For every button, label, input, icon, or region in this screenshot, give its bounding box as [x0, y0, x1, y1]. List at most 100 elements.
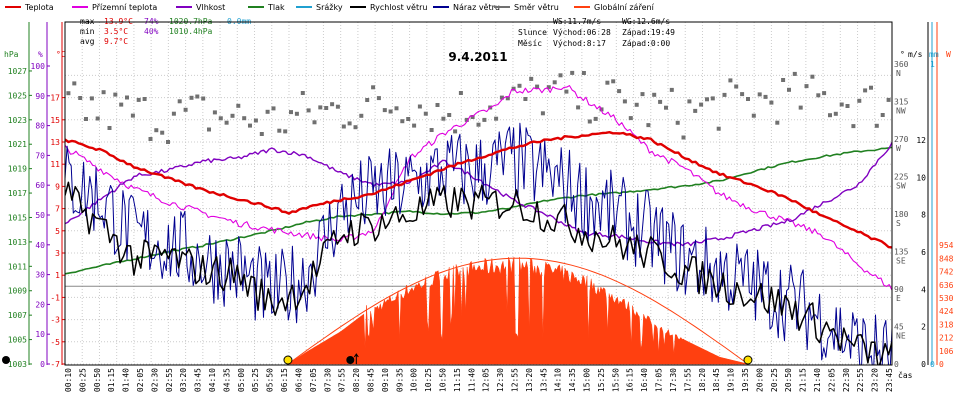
wind-direction-point	[874, 123, 879, 128]
wind-direction-point	[435, 103, 440, 107]
tick-ms-10: 10	[916, 173, 926, 182]
wind-direction-point	[751, 113, 756, 118]
wind-direction-point	[119, 102, 124, 107]
wind-direction-point	[148, 137, 153, 141]
wind-direction-point	[658, 99, 663, 104]
tick-degc--3: -3	[50, 316, 60, 325]
tick-degc-5: 5	[55, 227, 60, 236]
wind-direction-point	[160, 130, 165, 135]
x-tick-label: 23:45	[885, 368, 894, 392]
wind-direction-point	[253, 118, 258, 123]
wind-direction-point	[570, 70, 575, 75]
x-tick-label: 02:30	[150, 368, 159, 392]
wind-direction-point	[195, 94, 200, 99]
wind-direction-point	[95, 116, 100, 121]
x-tick-label: 15:50	[611, 368, 620, 392]
x-tick-label: 21:15	[799, 368, 808, 392]
wind-direction-point	[646, 123, 651, 128]
legend-label-1: Přízemní teplota	[92, 3, 157, 12]
tick-degc-15: 15	[50, 116, 60, 125]
x-tick-label: 17:30	[669, 368, 678, 392]
tick-pct-0: 0	[40, 360, 45, 369]
wind-direction-point	[523, 97, 528, 101]
wind-direction-point	[851, 124, 856, 129]
tick-ms-0: 0	[921, 360, 926, 369]
wind-direction-point	[453, 129, 458, 134]
x-axis-unit: čas	[898, 370, 913, 380]
tick-hpa-1023: 1023	[8, 116, 27, 125]
wind-direction-point	[705, 97, 709, 102]
tick-ms-6: 6	[921, 248, 926, 257]
x-tick-label: 05:00	[237, 368, 246, 392]
x-tick-label: 17:55	[683, 368, 692, 392]
wind-direction-point	[734, 84, 739, 89]
x-tick-label: 15:25	[597, 368, 606, 392]
wind-direction-point	[353, 125, 358, 130]
wind-direction-point	[271, 106, 276, 111]
wind-direction-point	[535, 84, 540, 89]
x-tick-label: 05:25	[251, 368, 260, 392]
tick-w-636: 636	[939, 281, 954, 290]
x-axis: 00:10 00:25 00:50 01:15 01:40 02:05 02:30 02:55…	[64, 368, 913, 392]
tick-mm-0: 0	[930, 360, 935, 369]
wind-direction-point	[417, 104, 422, 109]
legend: Teplota Přízemní teplota Vlhkost Tlak Srážky…	[5, 3, 655, 12]
stats-block: max13.9°C74%1020.7hPa0.0mmmin3.5°C40%101…	[80, 17, 251, 46]
x-tick-label: 10:00	[410, 368, 419, 392]
tick-hpa-1003: 1003	[8, 360, 27, 369]
tick-dir-135: 135	[894, 248, 909, 257]
x-tick-label: 03:20	[179, 368, 188, 392]
axis-pct-unit: %	[38, 50, 43, 59]
wind-direction-point	[482, 117, 487, 122]
x-tick-label: 02:55	[165, 368, 174, 392]
x-tick-label: 12:30	[496, 368, 505, 392]
legend-label-4: Srážky	[316, 3, 343, 12]
wind-direction-point	[283, 129, 288, 134]
x-tick-label: 00:25	[78, 368, 87, 392]
wind-direction-point	[669, 87, 674, 92]
wind-direction-point	[863, 88, 868, 93]
wind-direction-point	[423, 111, 428, 116]
wind-direction-point	[494, 116, 499, 121]
wind-direction-point	[236, 103, 241, 108]
legend-label-8: Globální záření	[594, 3, 655, 12]
wind-direction-point	[347, 121, 352, 126]
x-tick-label: 18:20	[698, 368, 707, 392]
wind-direction-point	[792, 71, 797, 76]
wind-direction-point	[412, 123, 417, 128]
wind-direction-point	[201, 96, 206, 101]
x-tick-label: 22:05	[827, 368, 836, 392]
x-tick-label: 17:05	[655, 368, 664, 392]
axis-w-unit: W	[946, 50, 951, 59]
x-tick-label: 20:25	[770, 368, 779, 392]
wind-direction-point	[394, 106, 399, 111]
left-axes: hPa% °C1027102510231021101910171015101310…	[4, 22, 66, 369]
wind-direction-point	[593, 116, 598, 121]
tick-w-424: 424	[939, 307, 954, 316]
tick-dir-180: 180	[894, 210, 909, 219]
wind-direction-point	[458, 91, 463, 95]
wind-direction-point	[183, 107, 188, 112]
wind-direction-point	[886, 97, 891, 102]
x-tick-label: 12:55	[511, 368, 520, 392]
wind-direction-point	[154, 128, 159, 133]
tick-ms-8: 8	[921, 211, 926, 220]
wind-direction-point	[177, 99, 182, 104]
wind-direction-point	[294, 111, 299, 116]
tick-degc-1: 1	[55, 271, 60, 280]
tick-pct-80: 80	[35, 122, 45, 131]
wind-direction-point	[664, 105, 668, 110]
tick-hpa-1019: 1019	[8, 165, 27, 174]
moonset-marker	[2, 356, 10, 364]
wind-direction-point	[113, 92, 118, 97]
legend-label-7: Směr větru	[514, 3, 559, 12]
series-wind-gust	[65, 122, 892, 365]
tick-hpa-1017: 1017	[8, 189, 27, 198]
wind-direction-point	[248, 123, 252, 128]
tick-pct-50: 50	[35, 211, 45, 220]
wind-direction-point	[757, 92, 762, 97]
x-tick-label: 04:10	[208, 368, 217, 392]
wind-direction-point	[710, 96, 715, 101]
axis-mm-unit: mm	[929, 50, 939, 59]
